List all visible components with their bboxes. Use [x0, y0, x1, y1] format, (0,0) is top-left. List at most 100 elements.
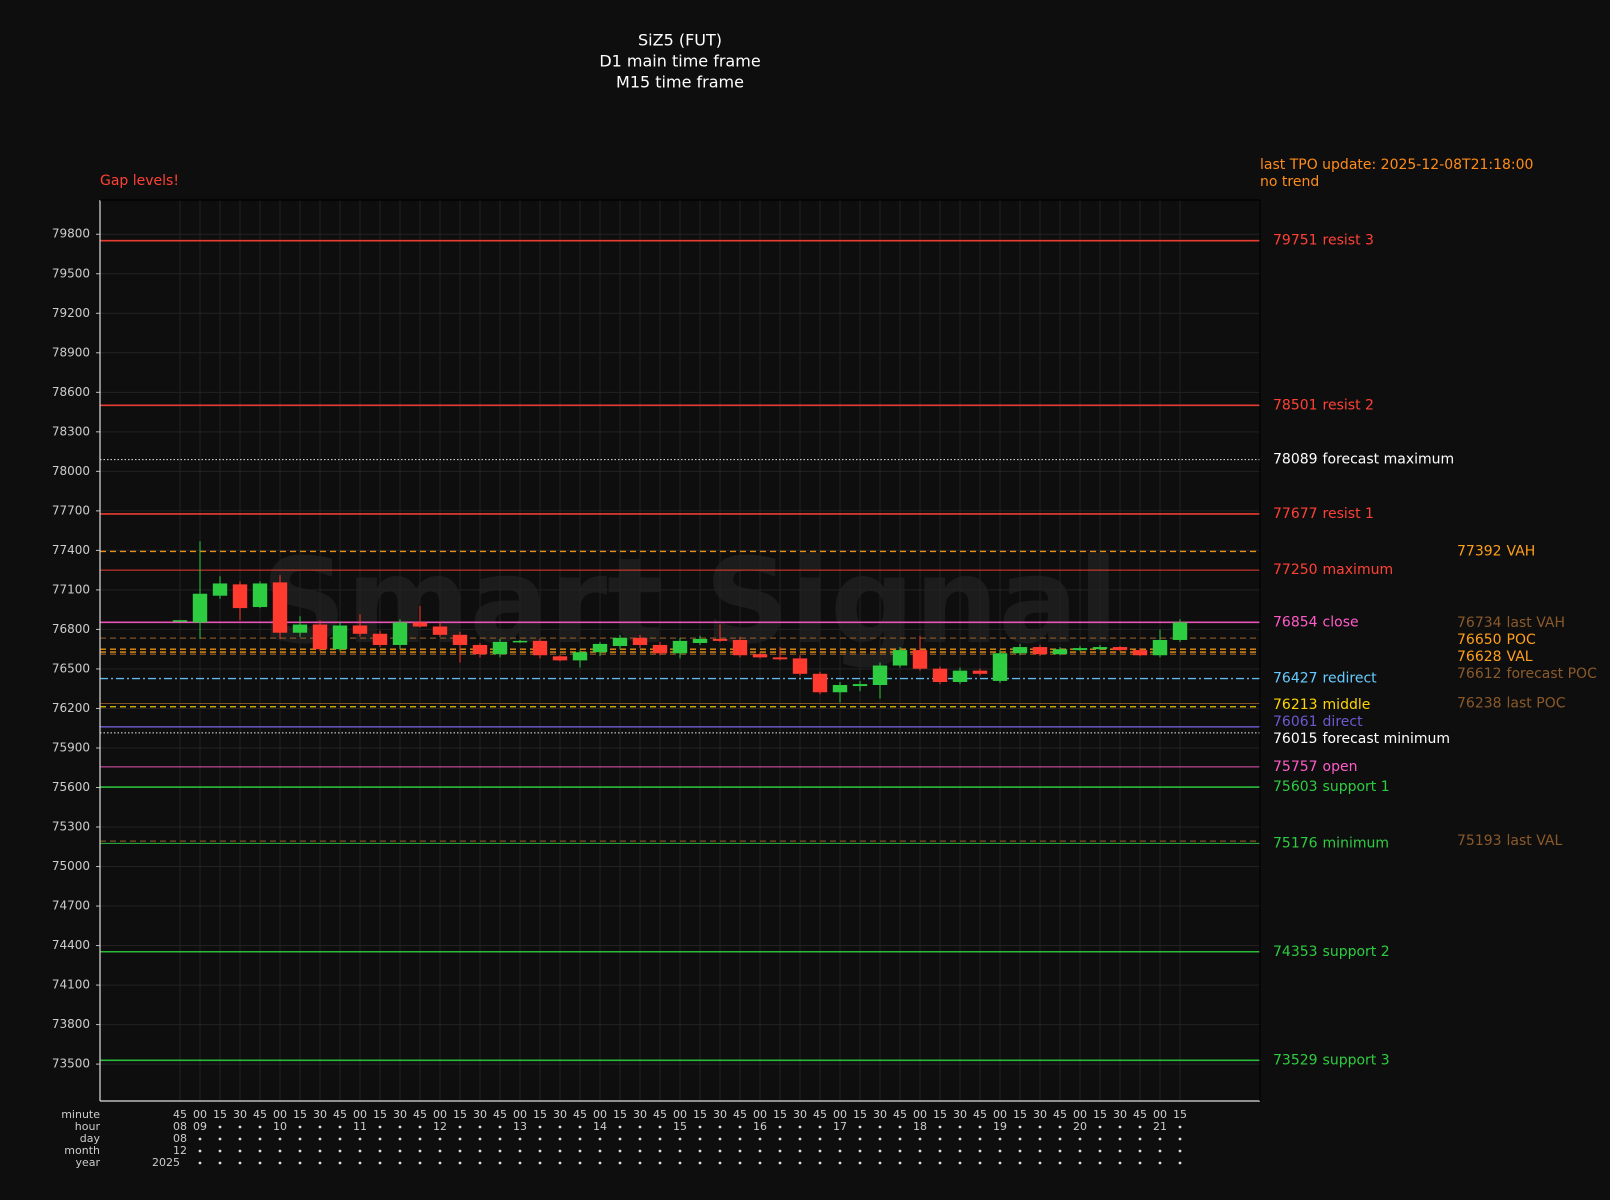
- x-dot: [1098, 1149, 1102, 1153]
- level-label: 79751 resist 3: [1273, 233, 1374, 249]
- y-tick-label: 78000: [52, 464, 90, 478]
- x-tick-label: 08: [173, 1120, 187, 1133]
- level-name: open: [1323, 759, 1358, 775]
- candle-body: [832, 685, 848, 693]
- x-dot: [378, 1137, 382, 1141]
- x-tick-label: 45: [573, 1108, 587, 1121]
- x-tick-label: 11: [353, 1120, 367, 1133]
- x-dot: [378, 1161, 382, 1165]
- level-value: 76015: [1273, 731, 1318, 747]
- x-dot: [678, 1137, 682, 1141]
- level-name: POC: [1507, 632, 1536, 648]
- x-dot: [658, 1137, 662, 1141]
- x-dot: [198, 1149, 202, 1153]
- x-tick-label: 45: [1133, 1108, 1147, 1121]
- candle-body: [592, 643, 608, 653]
- x-tick-label: 18: [913, 1120, 927, 1133]
- x-dot: [898, 1149, 902, 1153]
- x-dot: [198, 1137, 202, 1141]
- x-dot: [478, 1161, 482, 1165]
- x-dot: [1018, 1161, 1022, 1165]
- x-dot: [738, 1161, 742, 1165]
- candle-body: [412, 622, 428, 627]
- y-tick-label: 79200: [52, 306, 90, 320]
- x-dot: [238, 1125, 242, 1129]
- x-dot: [1058, 1137, 1062, 1141]
- x-tick-label: 08: [173, 1132, 187, 1145]
- candle-body: [912, 650, 928, 669]
- x-dot: [898, 1137, 902, 1141]
- x-dot: [298, 1149, 302, 1153]
- x-dot: [878, 1161, 882, 1165]
- x-tick-label: 45: [1053, 1108, 1067, 1121]
- candle-body: [1072, 648, 1088, 651]
- x-tick-label: 30: [953, 1108, 967, 1121]
- candle-body: [212, 583, 228, 596]
- level-value: 76854: [1273, 614, 1318, 630]
- x-dot: [1138, 1125, 1142, 1129]
- level-value: 77250: [1273, 562, 1318, 578]
- x-dot: [718, 1161, 722, 1165]
- x-dot: [778, 1149, 782, 1153]
- x-dot: [1038, 1161, 1042, 1165]
- x-dot: [1038, 1125, 1042, 1129]
- candle-body: [472, 644, 488, 655]
- x-dot: [298, 1137, 302, 1141]
- x-dot: [1158, 1137, 1162, 1141]
- x-dot: [638, 1137, 642, 1141]
- x-dot: [578, 1137, 582, 1141]
- x-tick-label: 15: [373, 1108, 387, 1121]
- x-tick-label: 30: [233, 1108, 247, 1121]
- x-dot: [858, 1137, 862, 1141]
- level-value: 76628: [1457, 649, 1502, 665]
- x-dot: [598, 1149, 602, 1153]
- x-dot: [958, 1137, 962, 1141]
- candle-body: [1052, 649, 1068, 655]
- x-tick-label: 30: [473, 1108, 487, 1121]
- x-tick-label: 00: [673, 1108, 687, 1121]
- x-tick-label: 45: [893, 1108, 907, 1121]
- x-tick-label: 15: [1173, 1108, 1187, 1121]
- level-label: 76612 forecast POC: [1457, 666, 1597, 682]
- x-dot: [798, 1161, 802, 1165]
- candle-body: [852, 684, 868, 687]
- level-label: 74353 support 2: [1273, 944, 1390, 960]
- x-tick-label: 10: [273, 1120, 287, 1133]
- x-dot: [1138, 1149, 1142, 1153]
- x-dot: [738, 1149, 742, 1153]
- candle-body: [532, 640, 548, 656]
- x-dot: [578, 1149, 582, 1153]
- x-row-name: month: [64, 1144, 100, 1157]
- x-dot: [858, 1149, 862, 1153]
- x-dot: [218, 1161, 222, 1165]
- x-dot: [838, 1137, 842, 1141]
- x-dot: [398, 1125, 402, 1129]
- x-tick-label: 00: [993, 1108, 1007, 1121]
- candle-body: [392, 622, 408, 645]
- candle-body: [1032, 647, 1048, 655]
- candle-body: [652, 644, 668, 654]
- x-tick-label: 20: [1073, 1120, 1087, 1133]
- level-label: 77392 VAH: [1457, 543, 1535, 559]
- level-value: 76734: [1457, 615, 1502, 631]
- x-dot: [1058, 1125, 1062, 1129]
- x-dot: [418, 1161, 422, 1165]
- y-tick-label: 78900: [52, 345, 90, 359]
- x-dot: [618, 1149, 622, 1153]
- level-name: support 1: [1323, 779, 1390, 795]
- x-dot: [818, 1137, 822, 1141]
- x-dot: [398, 1149, 402, 1153]
- candle-body: [632, 637, 648, 645]
- x-dot: [798, 1137, 802, 1141]
- level-name: last VAL: [1507, 833, 1563, 849]
- x-tick-label: 30: [793, 1108, 807, 1121]
- candle-body: [312, 624, 328, 650]
- x-dot: [398, 1161, 402, 1165]
- level-name: last POC: [1507, 695, 1566, 711]
- y-tick-label: 74400: [52, 938, 90, 952]
- x-tick-label: 15: [293, 1108, 307, 1121]
- x-dot: [1098, 1125, 1102, 1129]
- candle-body: [232, 584, 248, 609]
- level-name: forecast minimum: [1323, 731, 1451, 747]
- x-dot: [818, 1161, 822, 1165]
